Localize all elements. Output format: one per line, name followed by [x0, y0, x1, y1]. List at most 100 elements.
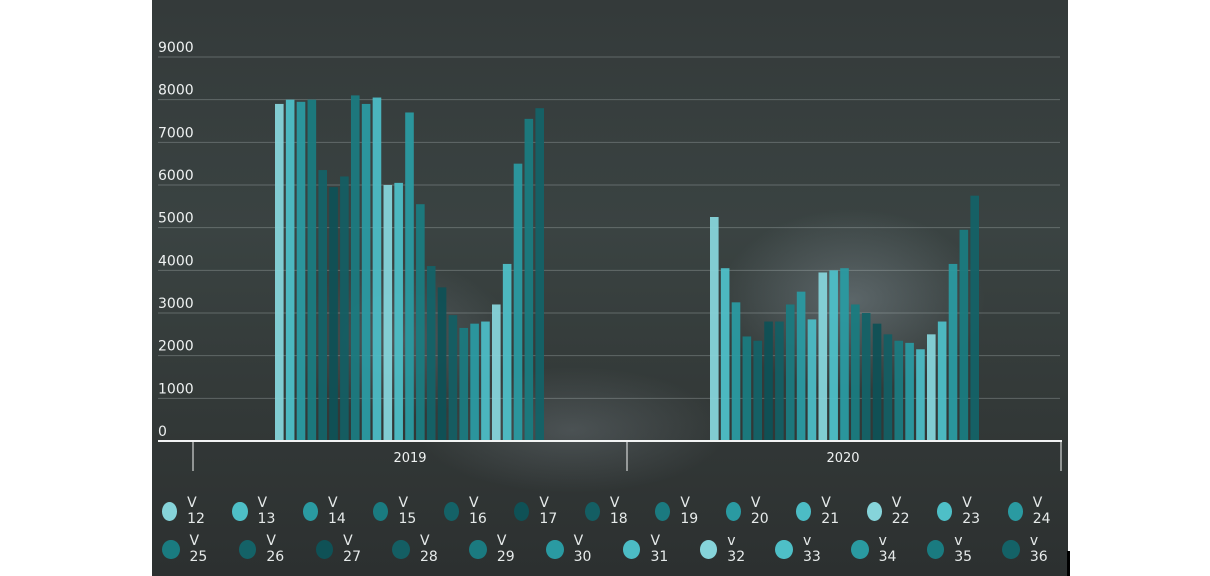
bar-chart: 0 1000 2000 3000 4000 5000 6000 7000 8000 9000 20…: [158, 40, 1062, 471]
legend-swatch: [699, 539, 718, 559]
legend-item[interactable]: V 31: [622, 533, 680, 565]
legend-label: V 19: [680, 495, 699, 527]
legend-item[interactable]: v 33: [775, 533, 831, 565]
y-tick-label: 1000: [158, 381, 194, 397]
y-tick-label: 9000: [158, 40, 194, 56]
legend-label: V 23: [962, 495, 981, 527]
legend-swatch: [926, 539, 945, 559]
bar-2020-v12: [710, 217, 719, 441]
bar-2019-v30: [470, 323, 479, 441]
bar-2019-v20: [361, 103, 371, 441]
bar-2019-v32: [492, 304, 501, 441]
legend-label: V 30: [573, 533, 592, 565]
y-tick-label: 3000: [158, 296, 194, 312]
bar-2019-v15: [307, 99, 317, 442]
legend-label: V 13: [257, 495, 276, 527]
bar-2020-v24: [840, 268, 849, 441]
bar-2019-v25: [416, 204, 425, 441]
y-tick-label: 5000: [158, 211, 194, 227]
legend-item[interactable]: v 34: [851, 533, 907, 565]
legend-item[interactable]: v 36: [1002, 533, 1058, 565]
legend-label: v 35: [954, 533, 973, 565]
bar-2020-v23: [829, 270, 838, 441]
bar-2020-v29: [894, 340, 904, 441]
edge-marker: [1067, 551, 1070, 576]
legend-item[interactable]: V 26: [238, 533, 296, 565]
bar-2020-v26: [861, 313, 871, 441]
bar-2019-v24: [405, 112, 414, 441]
y-tick-label: 0: [158, 424, 167, 440]
legend-swatch: [514, 501, 530, 521]
legend-label: V 25: [189, 533, 208, 565]
legend-swatch: [1002, 539, 1020, 559]
bar-2019-v29: [459, 327, 469, 441]
legend-swatch: [238, 539, 257, 559]
y-axis-ticks: 0 1000 2000 3000 4000 5000 6000 7000 8000 9000: [158, 40, 194, 440]
legend-label: V 18: [609, 495, 628, 527]
legend-item[interactable]: V 19: [655, 495, 705, 527]
bar-2019-v33: [502, 263, 512, 441]
bar-2019-v18: [340, 176, 349, 441]
legend-label: v 36: [1029, 533, 1048, 565]
bar-2020-v30: [905, 342, 914, 441]
bar-2020-v16: [753, 340, 762, 441]
x-axis: 2019 2020: [158, 440, 1062, 471]
legend-item[interactable]: V 29: [469, 533, 526, 565]
bar-2020-v17: [764, 321, 773, 441]
bar-2020-v21: [807, 319, 817, 441]
legend-label: V 29: [496, 533, 515, 565]
legend-item[interactable]: V 18: [584, 495, 635, 527]
legend-swatch: [546, 539, 564, 559]
legend-label: V 16: [468, 495, 487, 527]
x-group-label: 2019: [393, 451, 426, 466]
legend-label: v 34: [878, 533, 897, 565]
bar-2020-v27: [872, 323, 882, 441]
legend-swatch: [443, 501, 459, 521]
legend-swatch: [725, 501, 741, 521]
legend-label: V 27: [343, 533, 361, 565]
bar-2020-v31: [916, 349, 925, 441]
bar-2019-v17: [329, 187, 338, 441]
legend-item[interactable]: V 30: [546, 533, 603, 565]
legend-item[interactable]: V 17: [514, 495, 564, 527]
legend-swatch: [866, 501, 882, 521]
bar-2020-v19: [785, 304, 795, 441]
bar-2019-v22: [383, 185, 393, 441]
legend-item[interactable]: V 25: [162, 533, 219, 565]
legend-item[interactable]: v 32: [699, 533, 756, 565]
legend-item[interactable]: v 35: [926, 533, 983, 565]
bar-2019-v16: [318, 170, 327, 442]
y-tick-label: 4000: [158, 253, 194, 269]
legend-swatch: [937, 501, 953, 521]
bar-2019-v28: [448, 315, 458, 441]
bar-2019-v13: [285, 99, 295, 442]
legend-label: V 24: [1032, 495, 1051, 527]
legend-item[interactable]: V 27: [315, 533, 373, 565]
legend-swatch: [161, 501, 178, 521]
legend-item[interactable]: V 24: [1007, 495, 1058, 527]
legend-item[interactable]: V 16: [443, 495, 494, 527]
bar-2020-v18: [775, 321, 784, 441]
legend-item[interactable]: V 20: [725, 495, 776, 527]
bar-2020-v20: [796, 291, 806, 441]
legend-label: v 33: [802, 533, 821, 565]
legend-swatch: [302, 501, 319, 521]
legend-item[interactable]: V 13: [232, 495, 282, 527]
legend-item[interactable]: V 14: [302, 495, 353, 527]
legend-item[interactable]: V 21: [796, 495, 846, 527]
bar-2020-v15: [742, 336, 752, 441]
legend-row: V 25 V 26 V 27 V 28 V 29 V 30 V 31 v 32 v 33 v 34…: [152, 530, 1068, 568]
legend-item[interactable]: V 23: [937, 495, 987, 527]
legend-item[interactable]: V 12: [161, 495, 212, 527]
legend-label: V 17: [539, 495, 558, 527]
legend-item[interactable]: V 28: [392, 533, 449, 565]
bar-2019-v12: [275, 103, 284, 441]
legend: V 12 V 13 V 14 V 15 V 16 V 17 V 18 V 19 V 20 V 21…: [152, 492, 1068, 568]
legend-label: V 14: [328, 495, 346, 527]
legend-swatch: [315, 539, 334, 559]
legend-item[interactable]: V 15: [373, 495, 423, 527]
bar-2020-v22: [818, 272, 828, 441]
bar-2019-v31: [481, 321, 490, 441]
legend-item[interactable]: V 22: [866, 495, 917, 527]
bar-2019-v19: [350, 95, 360, 442]
